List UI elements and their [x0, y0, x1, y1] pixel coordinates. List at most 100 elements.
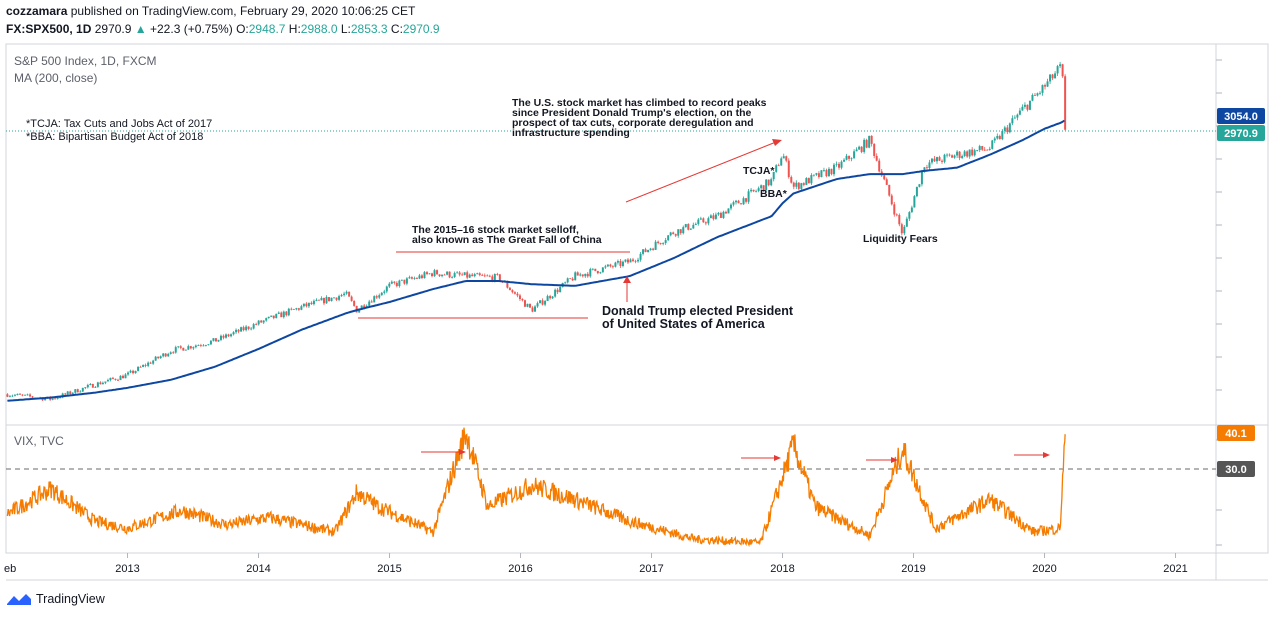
candle-body: [255, 324, 258, 325]
candle-body: [775, 165, 778, 172]
candle-body: [335, 297, 338, 300]
candle-body: [976, 150, 979, 151]
candle-body: [463, 272, 466, 276]
candle-body: [820, 170, 823, 178]
x-axis-label: 2016: [508, 563, 532, 575]
candle-body: [541, 300, 544, 305]
candle-body: [534, 306, 537, 312]
candle-body: [227, 334, 230, 337]
candle-body: [207, 344, 210, 346]
candle-body: [790, 177, 793, 183]
candle-body: [69, 391, 72, 394]
candle-body: [433, 270, 436, 277]
candle-body: [167, 353, 170, 357]
candle-body: [109, 377, 112, 380]
candle-body: [398, 280, 401, 287]
candle-body: [423, 272, 426, 279]
candle-body: [149, 362, 152, 364]
open-label: O:: [236, 22, 249, 36]
candle-body: [1013, 117, 1016, 119]
candle-body: [403, 279, 406, 284]
candle-body: [659, 243, 662, 244]
candle-body: [134, 370, 137, 374]
candle-body: [29, 394, 32, 397]
candle-body: [599, 272, 602, 274]
candle-body: [805, 178, 808, 185]
candle-body: [677, 229, 680, 236]
candle-body: [1016, 114, 1019, 118]
candle-body: [757, 188, 760, 191]
candle-body: [390, 281, 393, 284]
candle-body: [946, 154, 949, 156]
candle-body: [498, 274, 501, 282]
candle-body: [948, 154, 951, 156]
candle-body: [584, 273, 587, 277]
candle-body: [621, 261, 624, 267]
price-badge-bg: [1217, 125, 1265, 141]
candle-body: [340, 295, 343, 297]
x-axis-label: 2017: [639, 563, 663, 575]
candle-body: [1054, 73, 1057, 79]
candle-body: [217, 339, 220, 342]
candle-body: [544, 301, 547, 305]
ma-line: [7, 119, 1065, 402]
candle-body: [179, 346, 182, 348]
candle-body: [275, 313, 278, 319]
candle-body: [855, 149, 858, 152]
vix-scale-ticks: [1216, 439, 1222, 546]
candle-body: [51, 398, 54, 400]
candle-body: [1036, 93, 1039, 96]
candle-body: [539, 300, 542, 304]
candle-body: [1026, 104, 1029, 110]
candle-body: [199, 345, 202, 346]
candle-body: [898, 214, 901, 225]
candle-body: [1064, 76, 1067, 130]
candle-body: [933, 158, 936, 162]
publisher-name: cozzamara: [6, 4, 68, 18]
candle-body: [750, 189, 753, 192]
annotation-liquidity: Liquidity Fears: [863, 233, 938, 245]
candle-body: [594, 268, 597, 271]
candle-body: [860, 146, 863, 152]
candle-body: [413, 278, 416, 279]
tradingview-brand[interactable]: TradingView: [6, 592, 105, 606]
candle-body: [21, 394, 24, 396]
candle-body: [448, 271, 451, 278]
candle-body: [559, 286, 562, 293]
candle-body: [368, 301, 371, 306]
candle-body: [679, 229, 682, 234]
candle-body: [162, 353, 165, 357]
price-badge: 2970.9: [1224, 128, 1258, 140]
candle-body: [214, 338, 217, 342]
candle-body: [292, 309, 295, 310]
candle-body: [571, 278, 574, 281]
candle-body: [147, 362, 150, 366]
candle-body: [245, 326, 248, 331]
candle-body: [682, 227, 685, 234]
candle-body: [810, 175, 813, 184]
candle-body: [815, 173, 818, 175]
vix-badge-bg: [1217, 425, 1255, 441]
trump-arrow-head: [623, 276, 631, 283]
candle-body: [961, 156, 964, 158]
candle-body: [325, 297, 328, 304]
candle-body: [410, 277, 413, 279]
candle-body: [868, 135, 871, 148]
candle-body: [737, 200, 740, 204]
candle-body: [526, 303, 529, 307]
candle-body: [250, 328, 253, 330]
candle-body: [252, 324, 255, 329]
candle-body: [732, 202, 735, 205]
candle-body: [704, 222, 707, 224]
candle-body: [400, 279, 403, 281]
change-arrow-icon: ▲: [134, 22, 147, 36]
candle-body: [714, 214, 717, 219]
candle-body: [478, 273, 481, 276]
candle-body: [569, 278, 572, 280]
candle-body: [963, 151, 966, 157]
vix-pane-frame: [5, 424, 1269, 554]
candle-body: [235, 329, 238, 333]
candle-body: [169, 352, 172, 354]
candle-body: [177, 346, 180, 348]
